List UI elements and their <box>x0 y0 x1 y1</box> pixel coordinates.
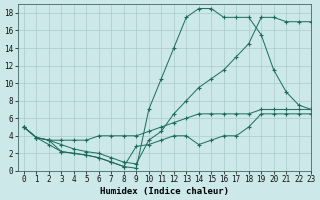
X-axis label: Humidex (Indice chaleur): Humidex (Indice chaleur) <box>100 187 229 196</box>
